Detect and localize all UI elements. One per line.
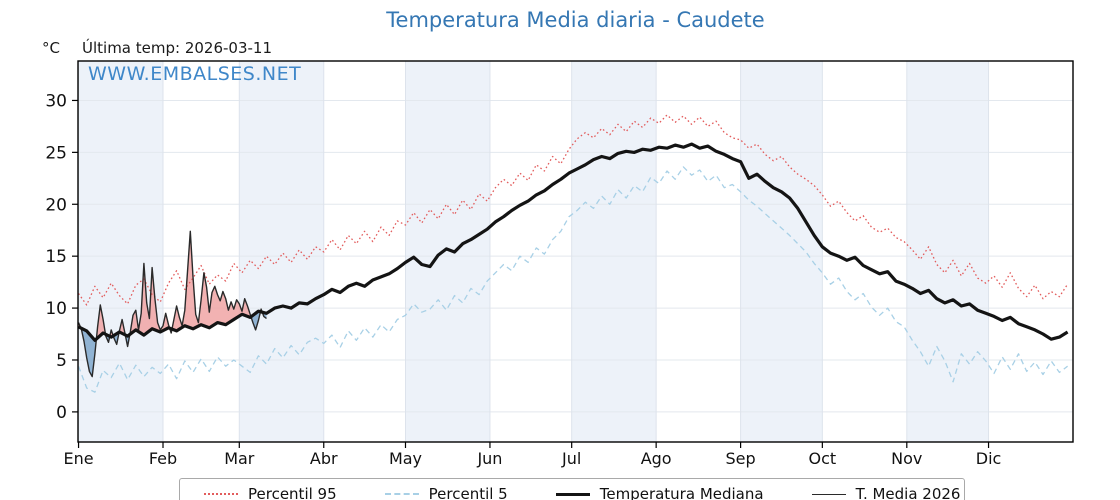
y-tick-label: 10 — [45, 299, 67, 319]
legend-label-percentil-5: Percentil 5 — [428, 485, 508, 500]
series-percentil-5 — [77, 166, 1068, 393]
mediana-line-sample-icon — [555, 492, 590, 496]
y-axis-unit-label: °C — [42, 39, 60, 57]
watermark-text: WWW.EMBALSES.NET — [88, 63, 302, 85]
month-band — [78, 61, 164, 442]
y-tick-label: 0 — [56, 403, 67, 423]
legend-label-mediana: Temperatura Mediana — [599, 485, 764, 500]
month-band — [906, 61, 989, 442]
x-tick-label: Abr — [310, 449, 338, 468]
x-tick-label: Mar — [224, 449, 255, 468]
last-temp-label: Última temp: 2026-03-11 — [82, 39, 273, 57]
month-band — [571, 61, 657, 442]
fill-above-median — [96, 305, 106, 339]
x-tick-label: May — [389, 449, 422, 468]
x-tick-label: Ago — [641, 449, 672, 468]
series-temperatura-mediana — [77, 142, 1069, 342]
series-percentil-95 — [77, 114, 1069, 306]
month-band — [740, 61, 823, 442]
chart-legend: Percentil 95 Percentil 5 Temperatura Med… — [179, 478, 965, 500]
x-tick-label: Feb — [149, 449, 177, 468]
x-tick-label: Ene — [63, 449, 93, 468]
x-tick-label: Sep — [726, 449, 756, 468]
x-tick-label: Nov — [891, 449, 922, 468]
x-tick-label: Jun — [476, 449, 502, 468]
legend-item-percentil-95: Percentil 95 — [204, 485, 337, 500]
percentil-95-line-sample-icon — [204, 493, 238, 495]
y-tick-label: 5 — [56, 351, 67, 371]
plot-border — [77, 60, 1074, 443]
y-tick-label: 15 — [45, 247, 67, 267]
x-tick-label: Dic — [976, 449, 1002, 468]
legend-item-percentil-5: Percentil 5 — [384, 485, 508, 500]
y-tick-label: 30 — [45, 91, 67, 111]
chart-plot: 0 5 10 15 20 25 30 Ene Feb Mar Abr May Jun Jul Ago Sep O… — [45, 60, 1074, 468]
x-tick-label: Oct — [809, 449, 837, 468]
legend-label-percentil-95: Percentil 95 — [248, 485, 337, 500]
t-media-2026-line-sample-icon — [811, 493, 846, 495]
chart-title: Temperatura Media diaria - Caudete — [386, 8, 765, 32]
month-band — [405, 61, 490, 442]
x-tick-label: Jul — [561, 449, 581, 468]
month-band — [239, 61, 324, 442]
percentil-5-line-sample-icon — [384, 493, 419, 495]
legend-item-mediana: Temperatura Mediana — [555, 485, 764, 500]
y-tick-label: 25 — [45, 143, 67, 163]
legend-label-t-media-2026: T. Media 2026 — [855, 485, 961, 500]
legend-item-t-media-2026: T. Media 2026 — [811, 485, 961, 500]
y-tick-label: 20 — [45, 195, 67, 215]
fill-below-median — [80, 328, 97, 377]
